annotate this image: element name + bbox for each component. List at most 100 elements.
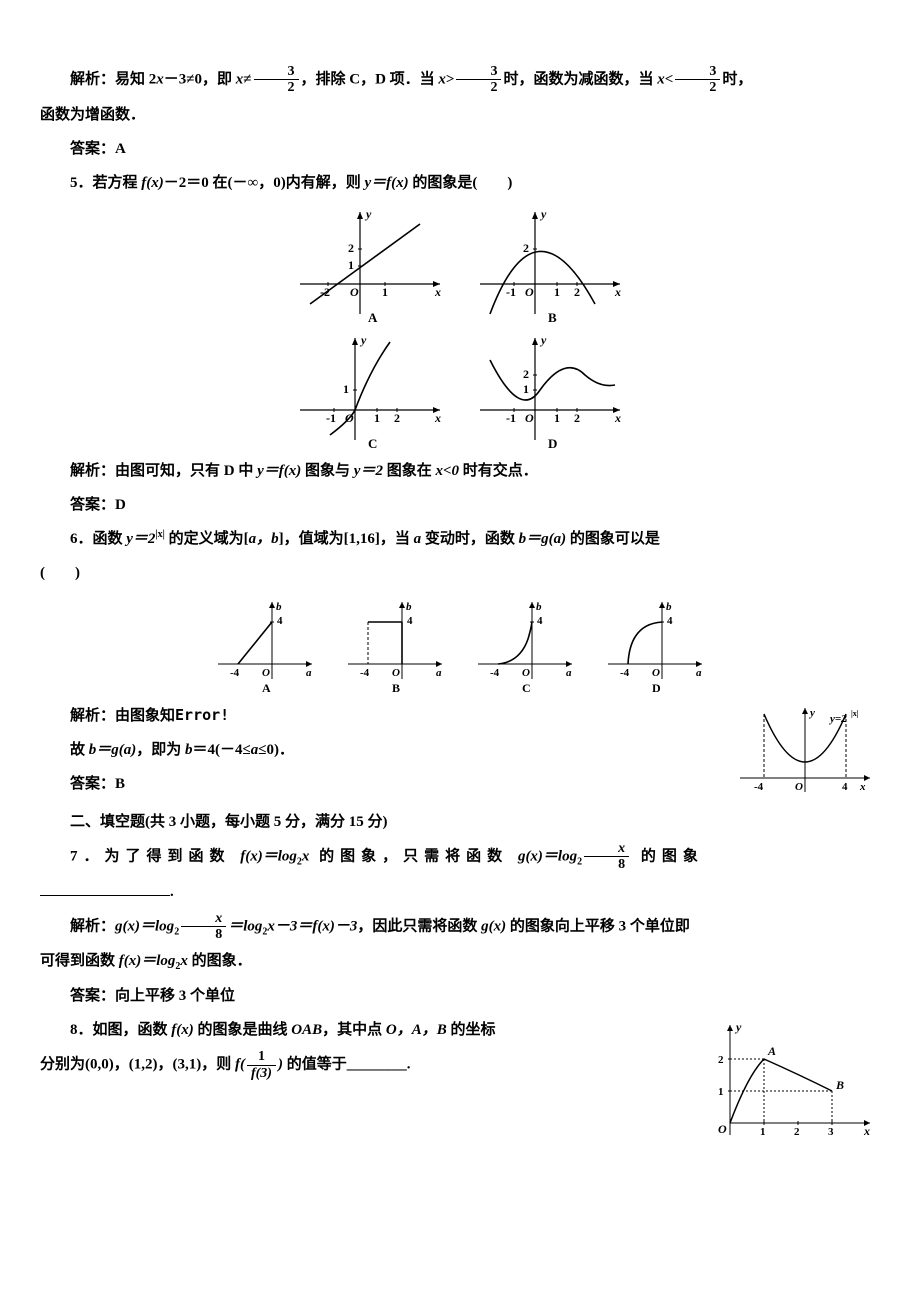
q5-answer: 答案：D [40, 490, 880, 520]
label: 解析： [70, 71, 115, 87]
svg-text:A: A [767, 1044, 776, 1058]
svg-text:B: B [548, 310, 557, 324]
svg-text:-2: -2 [320, 285, 330, 299]
svg-text:y: y [359, 333, 367, 347]
q7-blank-line: . [40, 877, 880, 907]
frac-x-8: x8 [181, 911, 226, 943]
q4-answer: 答案：A [40, 134, 880, 164]
svg-text:A: A [262, 681, 271, 694]
svg-text:2: 2 [348, 241, 354, 255]
q4-analysis-line2: 函数为增函数． [40, 100, 880, 130]
q6-graph-b: O -4 4 b a B [340, 594, 450, 694]
q6-paren: ( ) [40, 558, 880, 588]
svg-text:O: O [522, 667, 530, 679]
svg-text:4: 4 [842, 781, 848, 793]
svg-text:x: x [434, 411, 441, 425]
svg-text:A: A [368, 310, 378, 324]
svg-text:D: D [652, 681, 661, 694]
svg-text:2: 2 [523, 367, 529, 381]
svg-text:B: B [392, 681, 400, 694]
svg-text:-4: -4 [620, 667, 630, 679]
svg-text:C: C [368, 436, 377, 450]
q6-inset-graph: O -4 4 y y=2|x| x [730, 700, 880, 800]
svg-text:4: 4 [277, 615, 283, 627]
svg-text:O: O [525, 285, 534, 299]
svg-text:x: x [434, 285, 441, 299]
svg-text:1: 1 [554, 285, 560, 299]
svg-text:1: 1 [554, 411, 560, 425]
q5-graph-b: O -1 1 2 2 x y B [470, 204, 630, 324]
q5-graphs-row2: O -1 1 2 1 x y C O -1 1 2 1 2 x y D [40, 330, 880, 450]
svg-text:3: 3 [828, 1126, 834, 1138]
svg-text:y: y [734, 1020, 742, 1034]
svg-text:O: O [525, 411, 534, 425]
q7-stem: 7．为了得到函数 f(x)＝log2x 的图象，只需将函数 g(x)＝log2x… [40, 841, 880, 873]
q6-graph-c: O -4 4 b a C [470, 594, 580, 694]
svg-text:y: y [808, 707, 815, 719]
frac-x-8: x8 [584, 841, 629, 873]
svg-text:-1: -1 [506, 411, 516, 425]
q6-graph-a: O -4 4 b a A [210, 594, 320, 694]
q6-graphs: O -4 4 b a A O -4 4 b a B O -4 4 b a C O… [40, 594, 880, 694]
svg-text:a: a [566, 667, 572, 679]
svg-text:O: O [652, 667, 660, 679]
q5-graph-c: O -1 1 2 1 x y C [290, 330, 450, 450]
svg-text:O: O [262, 667, 270, 679]
svg-text:O: O [718, 1122, 727, 1136]
svg-text:O: O [350, 285, 359, 299]
q5-stem: 5．若方程 f(x)－2＝0 在(－∞，0)内有解，则 y＝f(x) 的图象是(… [40, 168, 880, 198]
svg-text:x: x [859, 781, 866, 793]
svg-text:1: 1 [343, 382, 349, 396]
svg-text:1: 1 [382, 285, 388, 299]
svg-text:4: 4 [667, 615, 673, 627]
svg-text:y: y [539, 333, 547, 347]
svg-text:y: y [364, 207, 372, 221]
svg-text:2: 2 [394, 411, 400, 425]
svg-text:x: x [863, 1124, 870, 1138]
svg-text:|x|: |x| [851, 709, 859, 718]
svg-text:2: 2 [794, 1126, 800, 1138]
svg-text:2: 2 [718, 1054, 724, 1066]
fill-blank [40, 895, 170, 896]
svg-text:x: x [614, 285, 621, 299]
svg-text:1: 1 [523, 382, 529, 396]
q4-analysis: 解析：易知 2x－3≠0，即 x≠32，排除 C，D 项．当 x>32时，函数为… [40, 64, 880, 96]
svg-text:D: D [548, 436, 557, 450]
svg-text:a: a [436, 667, 442, 679]
q5-graphs-row1: O -2 1 1 2 x y A O -1 1 2 2 x y B [40, 204, 880, 324]
svg-text:a: a [306, 667, 312, 679]
svg-text:1: 1 [718, 1086, 724, 1098]
svg-text:2: 2 [523, 241, 529, 255]
q6-stem: 6．函数 y＝2|x| 的定义域为[a，b]，值域为[1,16]，当 a 变动时… [40, 524, 880, 554]
svg-text:b: b [276, 601, 282, 613]
q5-graph-a: O -2 1 1 2 x y A [290, 204, 450, 324]
svg-text:1: 1 [374, 411, 380, 425]
q7-analysis: 解析：g(x)＝log2x8＝log2x－3＝f(x)－3，因此只需将函数 g(… [40, 911, 880, 943]
svg-text:4: 4 [407, 615, 413, 627]
svg-text:a: a [696, 667, 702, 679]
svg-text:b: b [536, 601, 542, 613]
frac-3-2: 32 [254, 64, 299, 96]
svg-text:-1: -1 [506, 285, 516, 299]
svg-text:x: x [614, 411, 621, 425]
q6-graph-d: O -4 4 b a D [600, 594, 710, 694]
svg-text:4: 4 [537, 615, 543, 627]
svg-text:-4: -4 [360, 667, 370, 679]
q7-answer: 答案：向上平移 3 个单位 [40, 981, 880, 1011]
svg-text:b: b [666, 601, 672, 613]
section2-header: 二、填空题(共 3 小题，每小题 5 分，满分 15 分) [40, 807, 880, 837]
svg-text:1: 1 [760, 1126, 766, 1138]
frac-3-2: 32 [456, 64, 501, 96]
svg-text:2: 2 [574, 411, 580, 425]
svg-text:-4: -4 [754, 781, 764, 793]
q5-analysis: 解析：由图可知，只有 D 中 y＝f(x) 图象与 y＝2 图象在 x<0 时有… [40, 456, 880, 486]
svg-text:-4: -4 [230, 667, 240, 679]
svg-text:y: y [539, 207, 547, 221]
q8-graph: O 1 2 3 1 2 A B x y [710, 1015, 880, 1145]
svg-text:C: C [522, 681, 531, 694]
svg-text:-1: -1 [326, 411, 336, 425]
svg-text:y=2: y=2 [828, 713, 847, 725]
svg-text:B: B [835, 1078, 844, 1092]
frac-1-f3: 1f(3) [247, 1049, 276, 1081]
svg-text:2: 2 [574, 285, 580, 299]
